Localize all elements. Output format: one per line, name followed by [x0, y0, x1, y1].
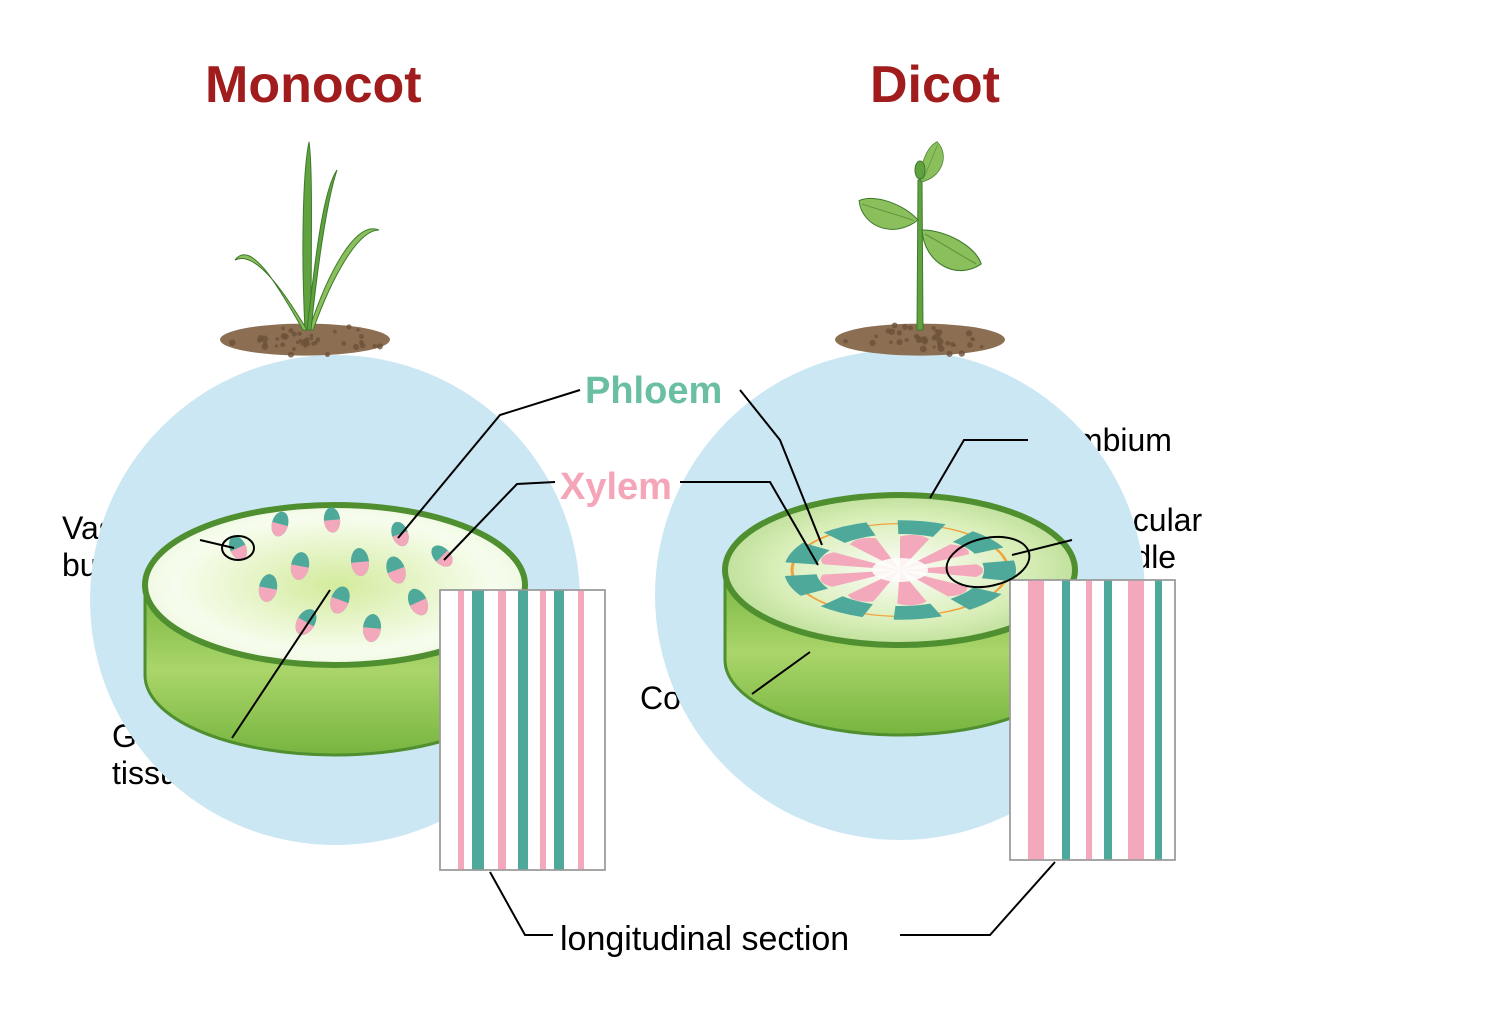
text-line: Vascular — [1080, 502, 1202, 538]
label-phloem: Phloem — [585, 370, 722, 414]
text-line: Vascular — [62, 510, 184, 546]
label-vascular-bundle-left: Vascular bundle — [62, 510, 184, 584]
label-cambium: Cambium — [1035, 422, 1172, 459]
label-longitudinal: longitudinal section — [560, 920, 849, 959]
text-line: tissue — [112, 755, 196, 791]
label-pith: Pith — [878, 548, 919, 576]
diagram-svg — [0, 0, 1490, 1029]
text-line: bundle — [1080, 539, 1176, 575]
label-vascular-bundle-right: Vascular bundle — [1080, 502, 1202, 576]
label-cortex: Cortex — [640, 680, 734, 717]
text-line: bundle — [62, 547, 158, 583]
title-dicot: Dicot — [870, 55, 1000, 115]
title-monocot: Monocot — [205, 55, 422, 115]
label-ground-tissue: Ground tissue — [112, 718, 219, 792]
text-line: Ground — [112, 718, 219, 754]
label-xylem: Xylem — [560, 466, 672, 510]
